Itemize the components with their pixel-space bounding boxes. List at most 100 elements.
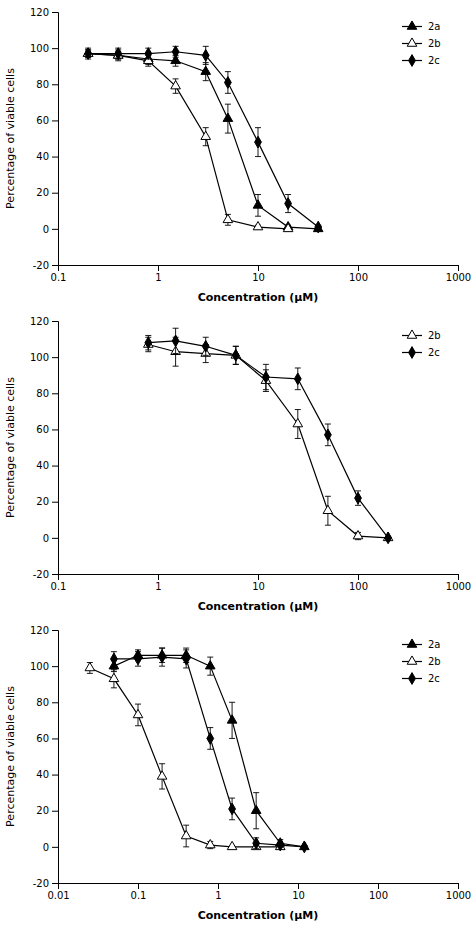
x-tick: 0.1 bbox=[51, 265, 67, 283]
point bbox=[294, 373, 301, 385]
series-line bbox=[88, 54, 318, 229]
error-bar bbox=[285, 195, 291, 213]
series bbox=[111, 648, 308, 853]
y-tick: 60 bbox=[36, 424, 58, 435]
point bbox=[85, 662, 95, 670]
series bbox=[144, 337, 393, 540]
point bbox=[205, 840, 215, 848]
tick-mark bbox=[458, 574, 459, 580]
tick-mark bbox=[52, 229, 58, 230]
point bbox=[232, 349, 239, 361]
tick-mark bbox=[358, 574, 359, 580]
tick-mark bbox=[52, 393, 58, 394]
tick-label: 100 bbox=[369, 890, 388, 901]
x-tick: 100 bbox=[349, 574, 368, 592]
tick-label: 0.1 bbox=[51, 272, 67, 283]
y-axis-title: Percentage of viable cells bbox=[4, 686, 17, 827]
plot-area: 0.010.11101001000-20020406080100120Conce… bbox=[4, 625, 471, 922]
error-bar bbox=[233, 346, 239, 364]
y-tick: 100 bbox=[30, 661, 58, 672]
y-tick: 20 bbox=[36, 805, 58, 816]
tick-label: 0.1 bbox=[51, 581, 67, 592]
point bbox=[201, 66, 211, 74]
x-tick: 0.1 bbox=[51, 574, 67, 592]
tick-label: 100 bbox=[30, 352, 49, 363]
marks bbox=[83, 46, 323, 233]
tick-mark bbox=[52, 738, 58, 739]
tick-label: 0.1 bbox=[131, 890, 147, 901]
tick-label: 60 bbox=[36, 115, 49, 126]
series-line bbox=[148, 344, 388, 537]
panel: 0.11101001000-20020406080100120Concentra… bbox=[4, 7, 471, 304]
error-bar bbox=[145, 335, 151, 349]
tick-label: 10 bbox=[252, 581, 265, 592]
series bbox=[145, 328, 392, 544]
legend-label: 2b bbox=[428, 38, 441, 49]
legend-swatch bbox=[409, 347, 416, 359]
tick-label: 120 bbox=[30, 7, 49, 18]
y-tick: 20 bbox=[36, 187, 58, 198]
point bbox=[301, 841, 308, 853]
legend-item: 2c bbox=[402, 55, 440, 67]
tick-mark bbox=[52, 357, 58, 358]
tick-mark bbox=[52, 847, 58, 848]
y-tick: 120 bbox=[30, 316, 58, 327]
point bbox=[251, 805, 261, 813]
point bbox=[229, 803, 236, 815]
x-tick: 1 bbox=[155, 574, 161, 592]
error-bar bbox=[203, 46, 209, 64]
tick-label: 10 bbox=[292, 890, 305, 901]
point bbox=[133, 709, 143, 717]
point bbox=[324, 429, 331, 441]
error-bar bbox=[233, 346, 239, 364]
tick-mark bbox=[52, 502, 58, 503]
plot-area: 0.11101001000-20020406080100120Concentra… bbox=[4, 316, 471, 613]
tick-mark bbox=[52, 157, 58, 158]
series-line bbox=[114, 657, 304, 847]
x-axis-title: Concentration (μM) bbox=[198, 909, 319, 922]
y-tick: 120 bbox=[30, 625, 58, 636]
y-axis: -20020406080100120 bbox=[30, 7, 59, 271]
point bbox=[253, 837, 260, 849]
tick-label: 0 bbox=[43, 224, 49, 235]
x-tick: 1 bbox=[155, 265, 161, 283]
point bbox=[202, 49, 209, 61]
legend: 2a2b2c bbox=[402, 639, 441, 684]
point bbox=[223, 113, 233, 121]
tick-label: 1000 bbox=[446, 272, 471, 283]
legend-item: 2b bbox=[402, 330, 441, 341]
legend-swatch bbox=[407, 38, 417, 46]
point bbox=[263, 371, 270, 383]
y-axis: -20020406080100120 bbox=[30, 316, 59, 580]
error-bar bbox=[173, 46, 179, 57]
point bbox=[227, 715, 237, 723]
tick-mark bbox=[52, 12, 58, 13]
error-bar bbox=[145, 48, 151, 59]
error-bar bbox=[263, 364, 269, 389]
x-tick: 10 bbox=[292, 883, 305, 901]
tick-label: 20 bbox=[36, 187, 49, 198]
y-tick: 20 bbox=[36, 496, 58, 507]
point bbox=[109, 673, 119, 681]
error-bar bbox=[207, 728, 213, 750]
x-axis-title: Concentration (μM) bbox=[198, 600, 319, 613]
panel: 0.11101001000-20020406080100120Concentra… bbox=[4, 316, 471, 613]
point bbox=[253, 200, 263, 208]
series-line bbox=[88, 54, 288, 229]
tick-label: 1 bbox=[155, 581, 161, 592]
point bbox=[253, 222, 263, 230]
tick-label: 1 bbox=[215, 890, 221, 901]
y-tick: -20 bbox=[33, 878, 58, 889]
tick-mark bbox=[138, 883, 139, 889]
x-axis: 0.11101001000 bbox=[51, 574, 472, 592]
y-tick: 40 bbox=[36, 151, 58, 162]
tick-label: 60 bbox=[36, 733, 49, 744]
tick-label: 10 bbox=[252, 272, 265, 283]
point bbox=[135, 653, 142, 665]
tick-label: 20 bbox=[36, 496, 49, 507]
y-tick: 0 bbox=[43, 533, 58, 544]
tick-label: 0 bbox=[43, 842, 49, 853]
tick-label: -20 bbox=[33, 260, 49, 271]
tick-mark bbox=[358, 265, 359, 271]
axis-line bbox=[59, 575, 459, 581]
